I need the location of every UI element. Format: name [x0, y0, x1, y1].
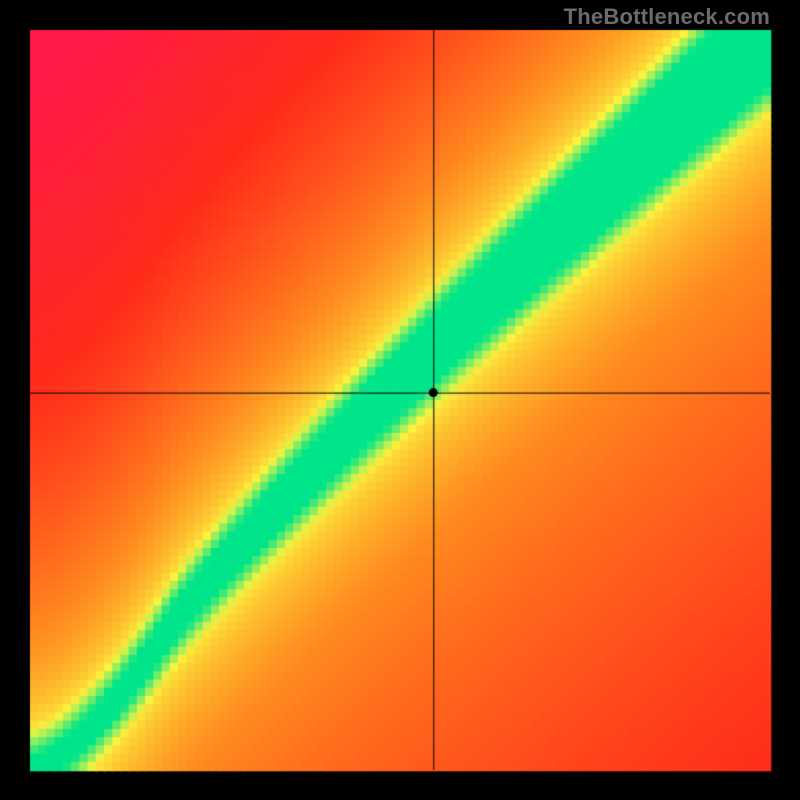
bottleneck-heatmap: [0, 0, 800, 800]
watermark-text: TheBottleneck.com: [564, 4, 770, 30]
chart-container: TheBottleneck.com: [0, 0, 800, 800]
